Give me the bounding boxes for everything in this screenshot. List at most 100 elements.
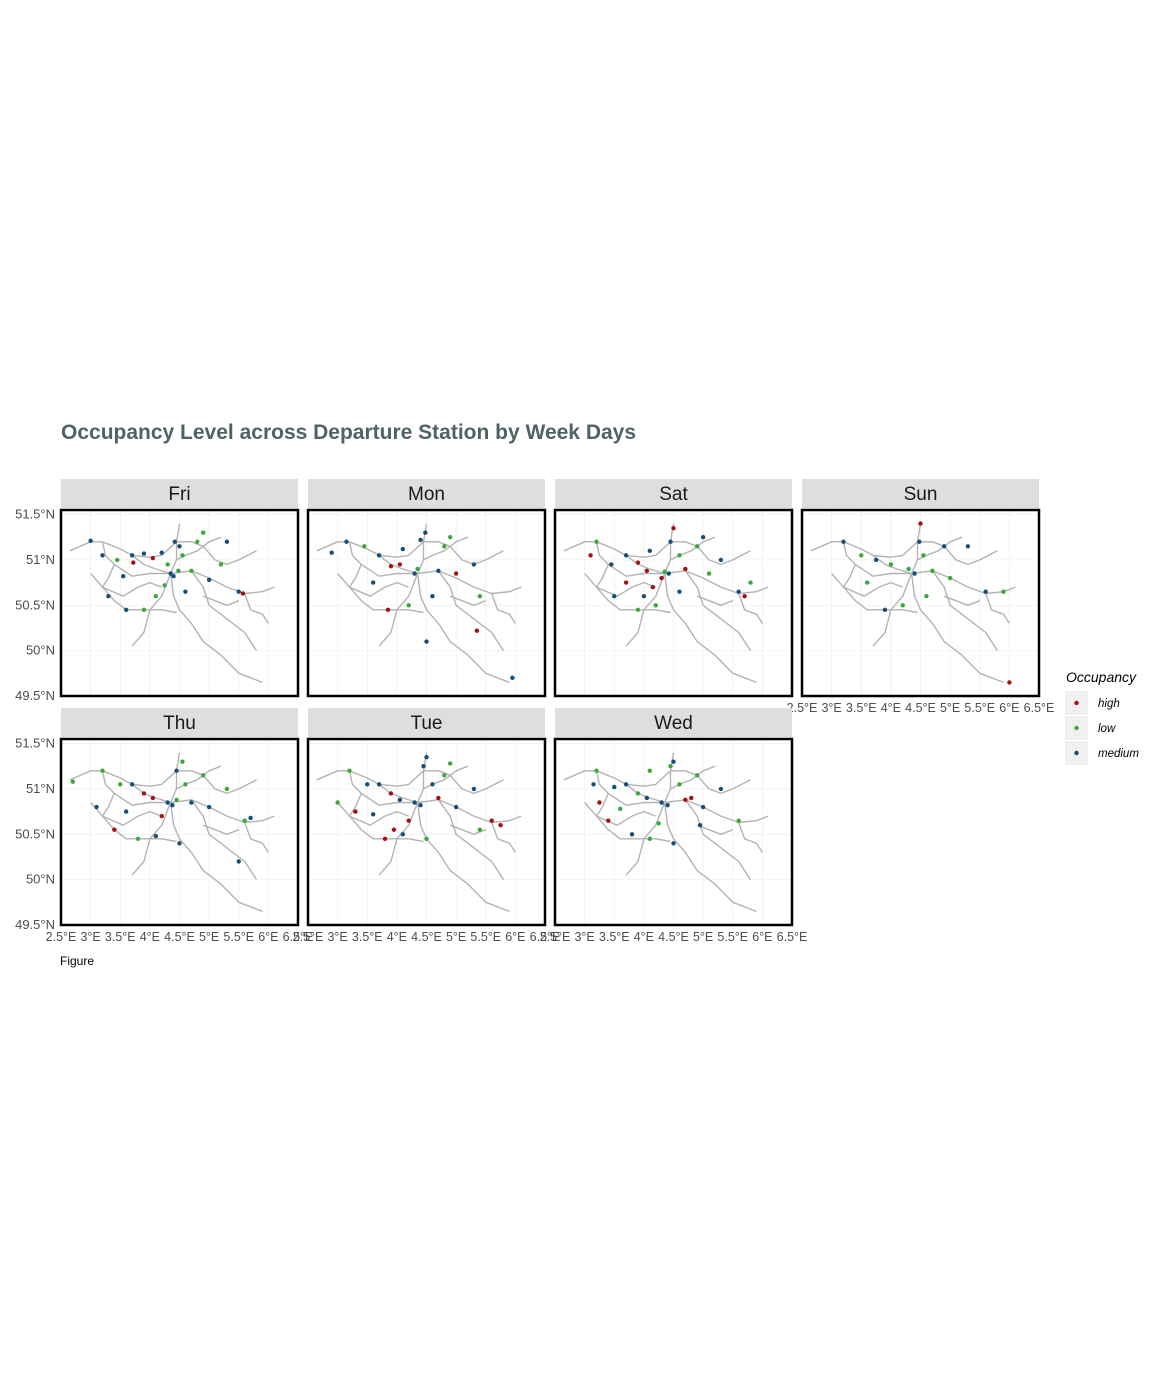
station-point-high (644, 568, 650, 573)
station-point-low (594, 768, 599, 773)
station-point-medium (471, 562, 477, 567)
station-point-low (415, 566, 420, 572)
station-point-low (442, 544, 447, 549)
station-point-low (153, 593, 158, 599)
station-point-medium (171, 574, 176, 579)
rail-line (437, 799, 505, 880)
rail-line (69, 541, 177, 558)
station-point-medium (612, 593, 617, 599)
rail-line (595, 770, 769, 824)
rail-line (842, 541, 1016, 595)
rail-line (169, 752, 181, 803)
station-point-medium (430, 593, 435, 599)
station-point-low (135, 836, 141, 842)
station-point-high (385, 607, 391, 613)
rail-line (810, 541, 918, 558)
rail-line (449, 595, 487, 606)
station-point-medium (697, 822, 703, 828)
station-point-medium (344, 539, 349, 544)
station-point-low (888, 562, 894, 567)
rail-line (316, 541, 424, 558)
station-point-medium (424, 639, 429, 644)
rail-line (348, 793, 424, 843)
y-tick-label: 50°N (26, 872, 55, 887)
station-point-medium (609, 562, 614, 567)
station-point-medium (671, 759, 676, 764)
y-tick-label: 50.5°N (15, 597, 55, 612)
station-point-medium (423, 530, 428, 535)
legend-swatch-high (1074, 700, 1079, 706)
station-point-low (647, 836, 652, 842)
rail-line (943, 595, 981, 606)
station-point-low (242, 818, 247, 823)
rail-line (244, 822, 269, 853)
station-point-low (656, 821, 661, 826)
legend: Occupancy high low medium (1065, 669, 1139, 765)
x-tick-label: 5°E (199, 930, 219, 944)
rail-line (244, 593, 269, 624)
facet-panel-sat: Sat (553, 479, 794, 698)
rail-line (670, 536, 716, 561)
rail-line (842, 564, 918, 614)
station-point-high (742, 593, 747, 599)
station-point-medium (647, 548, 652, 554)
facet-strip (61, 479, 298, 508)
station-point-medium (189, 800, 194, 805)
station-point-low (176, 568, 181, 573)
facet-panel-wed: Wed 2.5°E 3°E 3.5°E 4°E 4.5°E 5°E 5.5°E 6°E 6.5°E (540, 708, 807, 944)
rail-line (337, 802, 409, 826)
station-point-high (436, 795, 441, 801)
station-point-low (201, 530, 206, 535)
rail-line (663, 523, 675, 574)
station-point-medium (623, 553, 629, 558)
station-point-high (650, 584, 655, 590)
rail-line (378, 783, 418, 804)
x-tick-label: 6.5°E (530, 930, 561, 944)
x-tick-label: 5.5°E (470, 930, 501, 944)
station-point-medium (882, 607, 888, 613)
rail-line (491, 822, 516, 853)
station-point-medium (129, 553, 135, 558)
station-point-medium (942, 544, 947, 549)
rail-line (169, 573, 263, 684)
x-tick-label: 6°E (999, 701, 1019, 715)
station-point-low (635, 607, 641, 613)
rail-line (131, 783, 171, 804)
station-point-medium (123, 809, 129, 814)
rail-line (316, 770, 424, 787)
x-tick-label: 6.5°E (1024, 701, 1055, 715)
rail-line (595, 564, 671, 614)
station-point-medium (88, 538, 93, 544)
rail-line (101, 793, 177, 843)
rail-line (831, 573, 903, 597)
rail-line (491, 593, 516, 624)
station-point-medium (629, 832, 635, 837)
station-point-high (388, 791, 394, 796)
station-point-low (162, 583, 167, 588)
x-tick-label: 4.5°E (411, 930, 442, 944)
facet-strip-label: Tue (410, 713, 442, 734)
station-point-medium (206, 577, 212, 583)
station-point-high (150, 555, 156, 561)
x-tick-label: 3°E (574, 930, 594, 944)
station-point-medium (129, 782, 135, 787)
facet-strip-label: Wed (654, 713, 693, 734)
legend-title: Occupancy (1066, 669, 1137, 685)
station-point-low (362, 544, 367, 549)
station-point-low (736, 818, 741, 823)
station-point-low (218, 562, 224, 567)
station-point-high (635, 560, 641, 565)
y-tick-label: 51.5°N (15, 736, 55, 751)
rail-line (90, 573, 162, 597)
x-tick-label: 4.5°E (164, 930, 195, 944)
station-point-high (689, 795, 694, 801)
station-point-low (477, 593, 483, 599)
panel-border (306, 737, 547, 927)
rail-line (931, 570, 999, 651)
facet-strip (61, 708, 298, 737)
rail-line (423, 536, 469, 561)
station-point-medium (668, 539, 673, 544)
station-point-medium (121, 574, 126, 579)
station-point-medium (841, 539, 846, 544)
x-tick-label: 3.5°E (846, 701, 877, 715)
